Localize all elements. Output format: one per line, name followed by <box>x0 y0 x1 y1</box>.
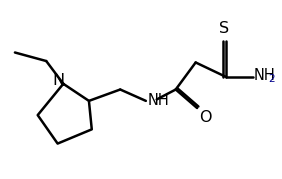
Text: NH: NH <box>254 68 276 83</box>
Text: O: O <box>199 110 212 125</box>
Text: S: S <box>219 21 229 36</box>
Text: NH: NH <box>147 93 169 108</box>
Text: 2: 2 <box>268 74 275 84</box>
Text: N: N <box>52 73 64 88</box>
